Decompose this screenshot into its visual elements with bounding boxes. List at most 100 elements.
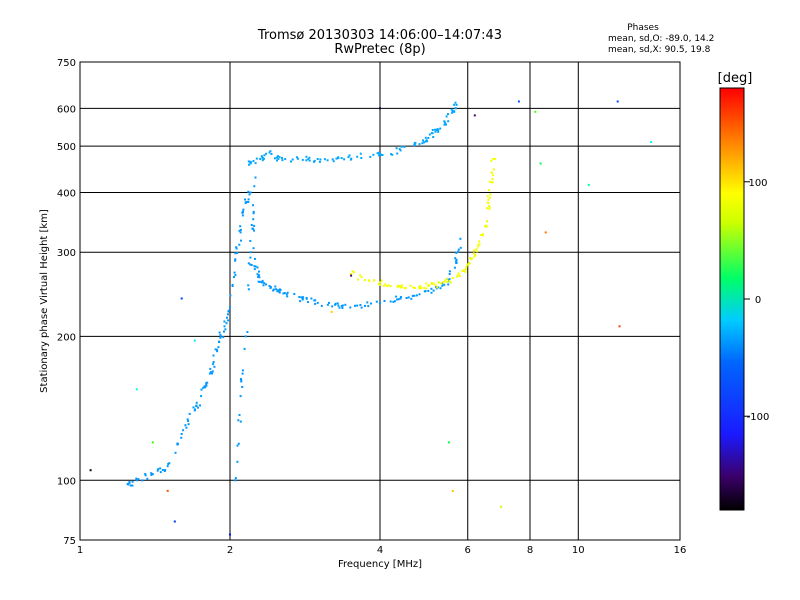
data-point — [330, 310, 333, 313]
data-point — [301, 297, 304, 300]
data-point — [420, 287, 423, 290]
data-point — [423, 290, 426, 293]
data-point — [336, 302, 339, 305]
data-point — [272, 289, 275, 292]
data-point — [360, 157, 363, 159]
data-point — [449, 281, 452, 284]
data-point — [468, 262, 471, 265]
y-tick-label: 500 — [57, 142, 76, 153]
data-point — [335, 157, 338, 160]
data-point — [459, 237, 462, 240]
data-point — [205, 382, 208, 385]
data-point — [237, 419, 240, 422]
data-point — [248, 193, 251, 196]
data-point — [222, 336, 225, 339]
data-point — [425, 287, 428, 290]
data-point — [372, 153, 375, 156]
data-point — [436, 286, 439, 289]
data-point — [211, 372, 213, 375]
data-point — [219, 336, 222, 339]
y-tick-label: 400 — [57, 188, 76, 199]
data-point — [135, 388, 138, 391]
data-point — [247, 262, 250, 265]
data-point — [188, 412, 191, 415]
data-point — [491, 178, 494, 180]
data-point — [344, 303, 347, 306]
data-point — [430, 287, 433, 290]
data-point — [227, 319, 230, 322]
data-point — [395, 147, 398, 150]
data-point — [185, 426, 188, 429]
stats-heading: Phases — [627, 23, 659, 33]
data-point — [381, 154, 384, 156]
data-point — [453, 103, 456, 106]
data-point — [477, 244, 480, 247]
data-point — [439, 127, 442, 130]
data-point — [354, 304, 356, 307]
data-point — [253, 265, 256, 268]
data-point — [366, 301, 369, 304]
data-point — [474, 254, 477, 256]
data-point — [286, 291, 289, 294]
data-point — [444, 123, 447, 126]
data-point — [244, 201, 247, 204]
data-point — [357, 278, 359, 281]
data-point — [413, 294, 416, 297]
data-point — [399, 286, 402, 289]
x-tick-label: 2 — [227, 545, 233, 556]
data-point — [469, 257, 472, 259]
data-point — [268, 285, 271, 287]
data-point — [89, 469, 92, 472]
data-point — [488, 205, 491, 207]
y-tick-label: 300 — [57, 248, 76, 259]
data-point — [379, 301, 381, 304]
data-point — [387, 284, 390, 287]
data-point — [328, 301, 330, 304]
data-point — [457, 250, 460, 253]
data-point — [403, 145, 406, 148]
data-point — [379, 283, 382, 286]
data-point — [216, 350, 219, 353]
data-point — [435, 285, 438, 288]
data-point — [427, 137, 430, 139]
data-point — [490, 181, 493, 184]
data-point — [238, 414, 241, 416]
data-point — [129, 484, 132, 487]
data-point — [473, 249, 476, 252]
data-point — [444, 279, 447, 282]
data-point — [384, 283, 387, 286]
data-point — [234, 259, 237, 262]
data-point — [313, 299, 316, 302]
data-point — [238, 243, 241, 246]
data-point — [413, 142, 416, 145]
data-point — [434, 130, 437, 133]
data-point — [157, 468, 160, 471]
data-point — [464, 270, 467, 273]
data-point — [424, 140, 427, 143]
data-point — [423, 286, 426, 289]
data-point — [159, 471, 162, 474]
data-point — [205, 384, 208, 386]
data-point — [241, 386, 244, 388]
data-point — [195, 401, 198, 404]
data-point — [203, 385, 206, 388]
data-point — [380, 279, 383, 282]
data-point — [164, 469, 167, 471]
data-point — [281, 159, 284, 162]
data-point — [187, 420, 190, 422]
data-point — [439, 282, 442, 285]
data-point — [448, 279, 451, 282]
data-point — [461, 269, 464, 272]
data-point — [307, 158, 310, 161]
data-point — [400, 145, 403, 148]
data-point — [378, 151, 380, 154]
data-point — [359, 152, 362, 155]
data-point — [219, 334, 222, 337]
x-tick-label: 8 — [527, 545, 533, 556]
data-point — [383, 300, 386, 302]
data-point — [447, 113, 449, 116]
data-point — [146, 477, 149, 480]
data-point — [229, 533, 231, 536]
data-point — [432, 136, 435, 138]
